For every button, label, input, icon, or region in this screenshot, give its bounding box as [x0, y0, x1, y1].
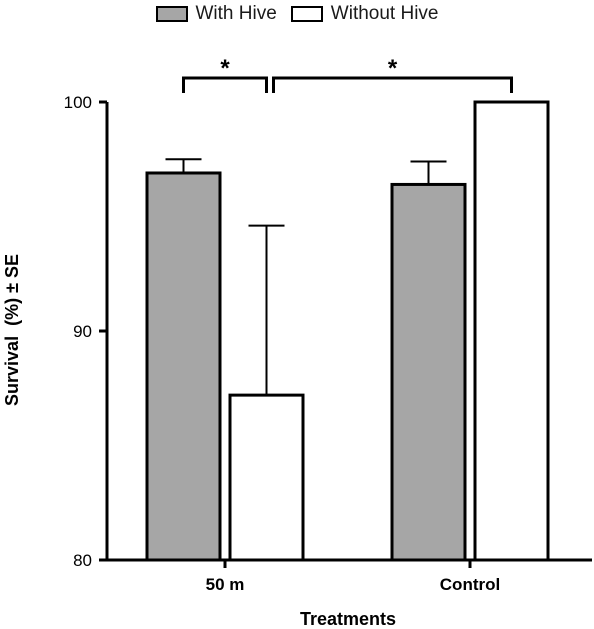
y-tick-label-80: 80: [73, 551, 92, 570]
marks: 80 90 100 50 m Control * *: [64, 55, 550, 594]
bar-50-m-without-hive: [228, 393, 305, 562]
bar-control-without-hive: [473, 100, 550, 562]
bar-50-m-with-hive: [145, 171, 222, 562]
bar-control-with-hive: [390, 182, 467, 562]
y-tick-label-100: 100: [64, 93, 92, 112]
significance-bracket-1: [182, 76, 268, 93]
legend-label-without-hive: Without Hive: [330, 3, 439, 24]
x-tick-label-50-m: 50 m: [206, 575, 245, 594]
legend-swatch-without-hive: [290, 6, 323, 22]
legend-swatch-with-hive: [155, 6, 188, 22]
y-axis-title: Survival (%) ± SE: [2, 254, 22, 406]
legend-label-with-hive: With Hive: [195, 3, 277, 24]
legend-item-with-hive: With Hive: [155, 3, 277, 25]
x-tick-label-control: Control: [440, 575, 500, 594]
significance-label-2: *: [388, 55, 398, 82]
legend-item-without-hive: Without Hive: [290, 3, 439, 25]
x-axis-title: Treatments: [300, 609, 396, 629]
legend: With Hive Without Hive: [0, 0, 594, 28]
y-tick-label-90: 90: [73, 322, 92, 341]
significance-label-1: *: [220, 55, 230, 82]
significance-bracket-2: [272, 76, 513, 93]
